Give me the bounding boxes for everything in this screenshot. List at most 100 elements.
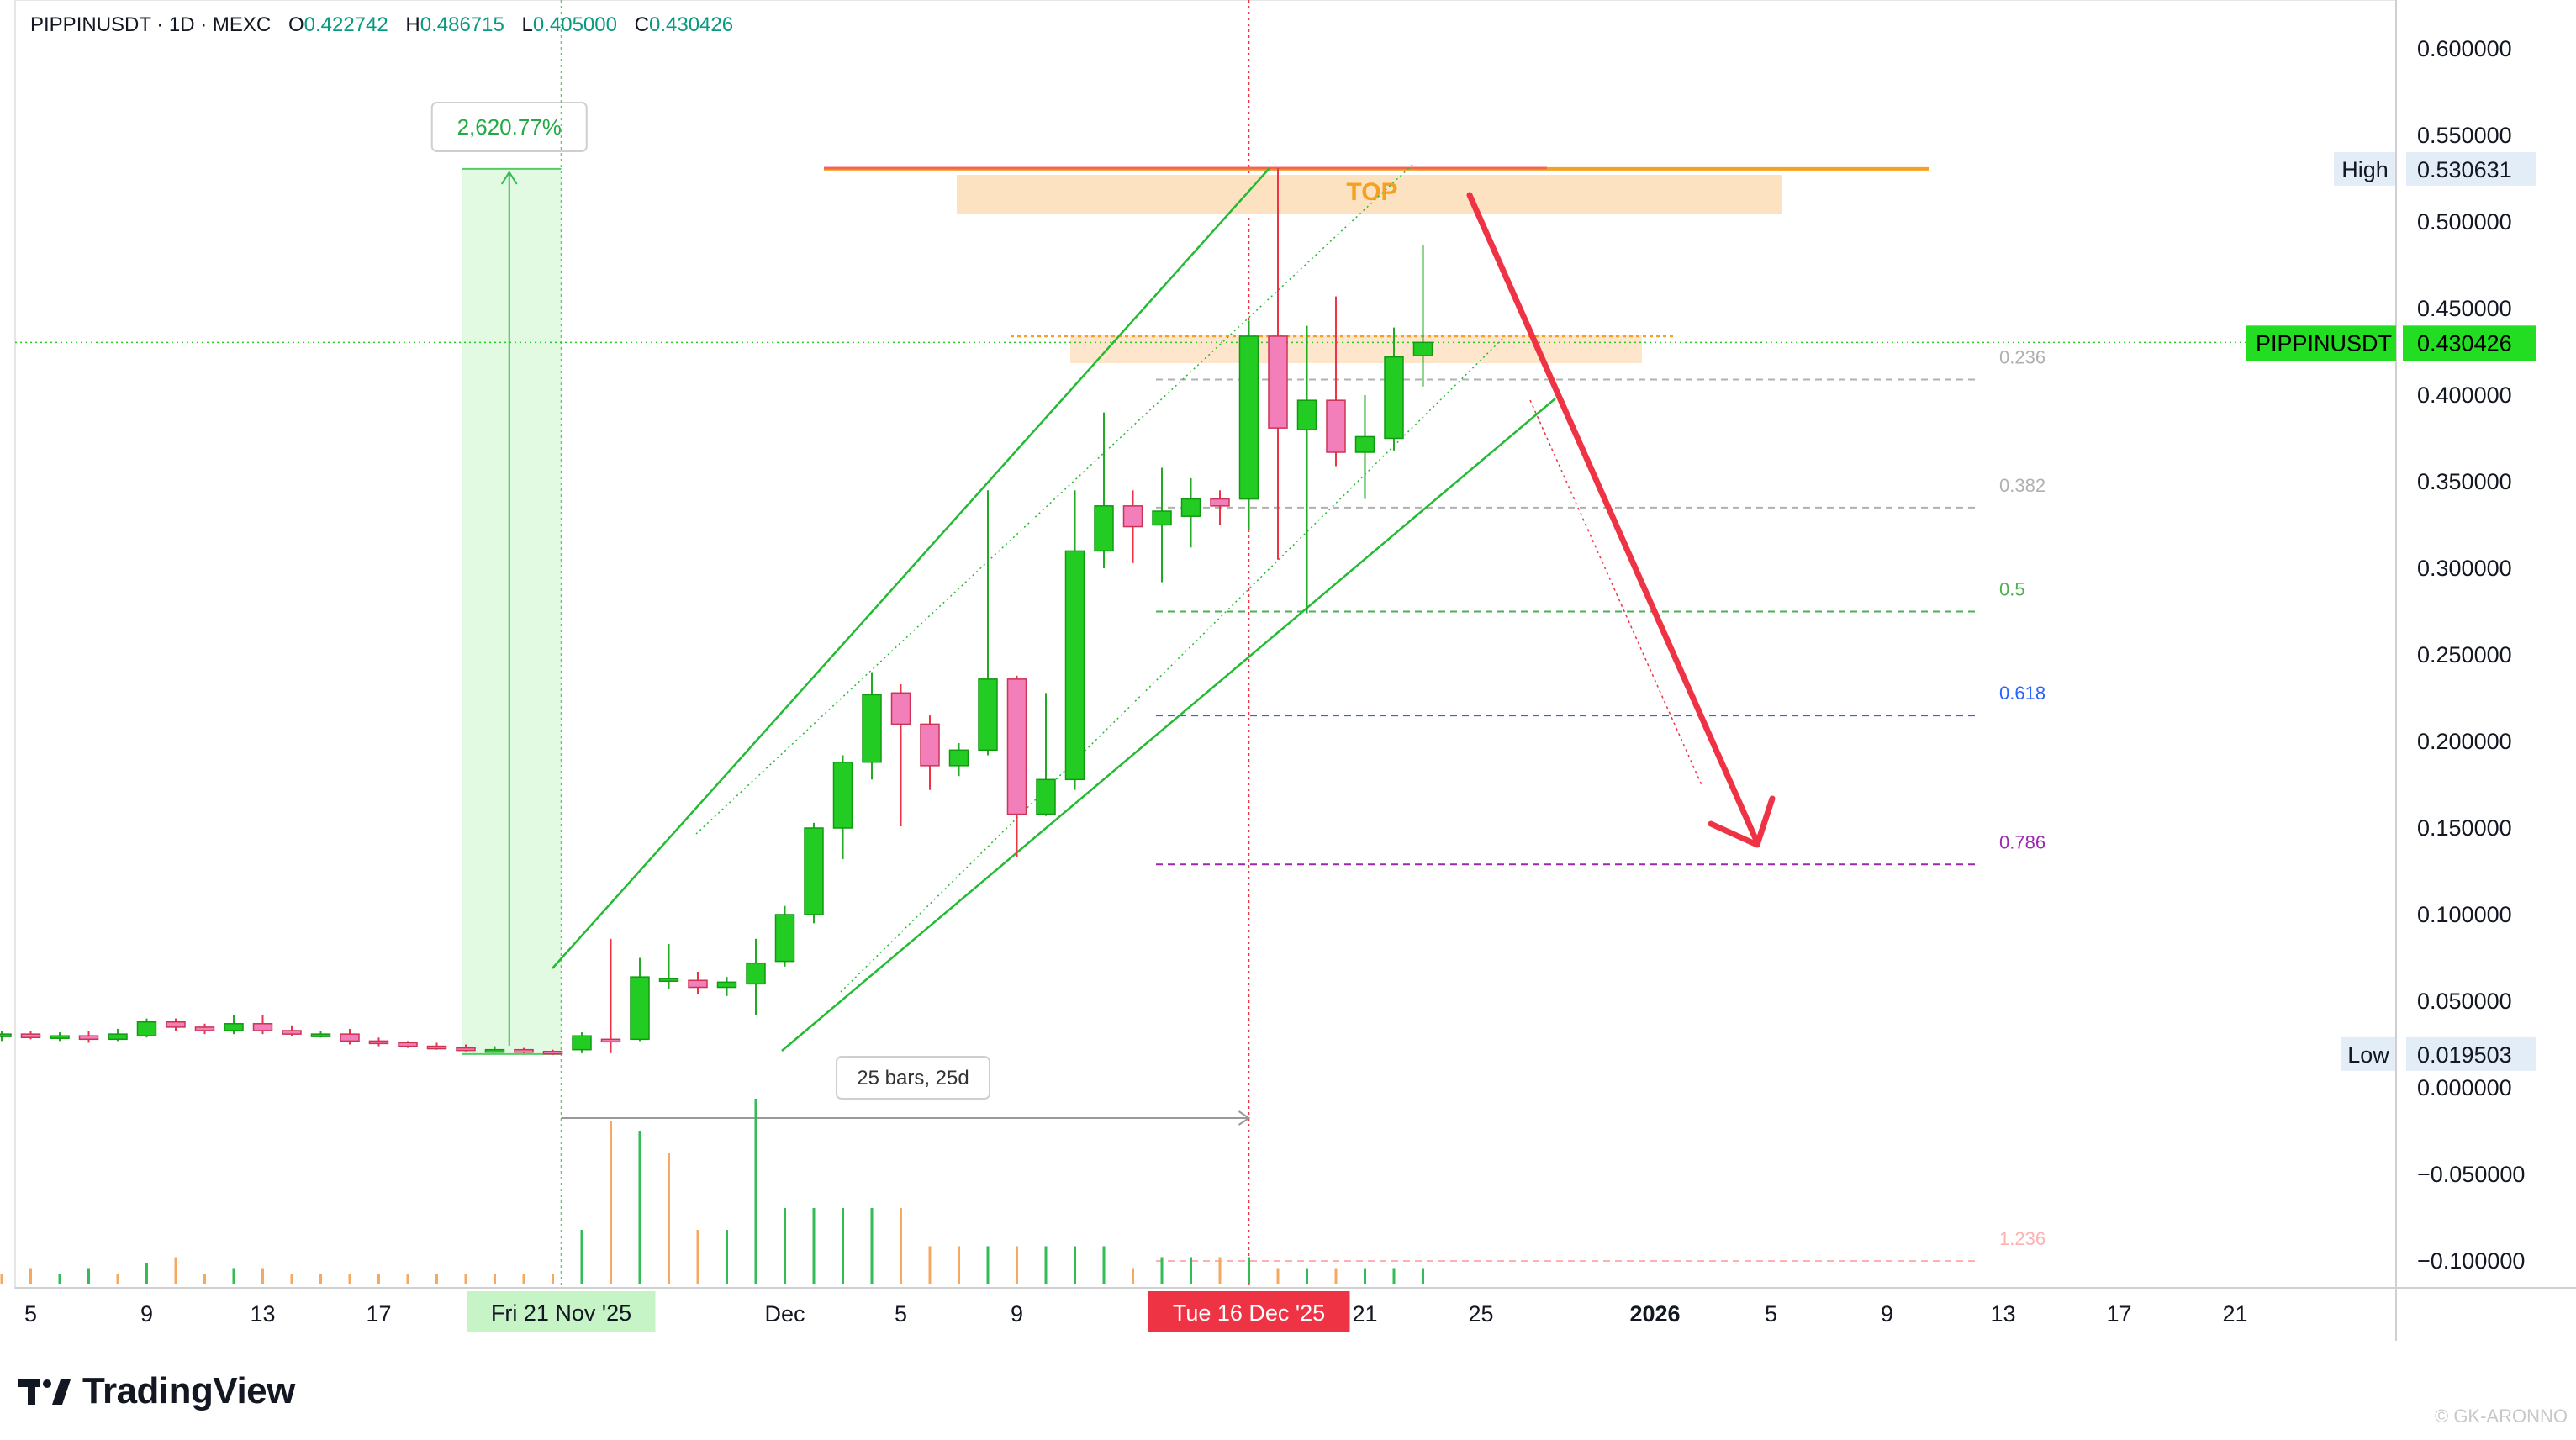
volume-bar	[958, 1246, 960, 1284]
bars-range-arrowhead	[1238, 1110, 1251, 1126]
start-date-tag-box	[467, 1291, 656, 1332]
candle-body[interactable]	[1122, 505, 1143, 528]
candle-body[interactable]	[50, 1035, 70, 1039]
close-value: 0.430426	[649, 13, 734, 36]
candle-body[interactable]	[746, 962, 766, 985]
volume-bar	[726, 1230, 728, 1284]
candle-body[interactable]	[136, 1021, 157, 1036]
candle-body[interactable]	[658, 978, 679, 982]
fib-level-label: 0.786	[1999, 831, 2045, 852]
candle-body[interactable]	[224, 1023, 244, 1031]
candle-body[interactable]	[832, 761, 853, 829]
current-price-zone	[1070, 335, 1642, 363]
measure-percent: 2,620.77%	[457, 114, 562, 140]
candle-body[interactable]	[774, 914, 795, 963]
candle-body[interactable]	[1094, 505, 1114, 552]
volume-bar	[377, 1274, 380, 1284]
volume-bar	[1044, 1246, 1048, 1284]
plot-area[interactable]	[14, 0, 2397, 1289]
candle-body[interactable]	[948, 749, 969, 767]
candle-body[interactable]	[1006, 678, 1027, 815]
volume-bar	[464, 1274, 467, 1284]
bars-range-label: 25 bars, 25d	[857, 1067, 969, 1089]
open-label: O	[288, 13, 304, 36]
channel-mid-upper	[695, 164, 1413, 835]
candle-body[interactable]	[1326, 399, 1346, 453]
candle-body[interactable]	[194, 1026, 215, 1031]
candle-body[interactable]	[1152, 510, 1172, 526]
candle-body[interactable]	[1384, 356, 1404, 440]
candle-body[interactable]	[688, 979, 708, 989]
tradingview-logo[interactable]: TradingView	[18, 1370, 295, 1412]
candle-body[interactable]	[484, 1048, 505, 1053]
symbol-line[interactable]: PIPPINUSDT · 1D · MEXC	[30, 13, 272, 36]
candle-body[interactable]	[1296, 399, 1317, 430]
top-resistance-zone	[957, 175, 1782, 214]
candle-body[interactable]	[456, 1047, 476, 1052]
candle-body[interactable]	[890, 692, 911, 725]
low-tag-value-box	[2406, 1036, 2536, 1071]
symbol-header: PIPPINUSDT · 1D · MEXC O0.422742 H0.4867…	[30, 13, 733, 37]
price-axis-tick: 0.150000	[2417, 815, 2512, 841]
symbol-price-tag-box	[2246, 325, 2396, 361]
fib-level-label: 0.236	[1999, 346, 2045, 367]
high-value: 0.486715	[420, 13, 504, 36]
candle-body[interactable]	[862, 694, 882, 763]
candle-body[interactable]	[542, 1050, 563, 1055]
candle-body[interactable]	[166, 1021, 186, 1028]
candle-body[interactable]	[20, 1033, 41, 1039]
bars-range-label-box	[836, 1056, 990, 1100]
candle-body[interactable]	[514, 1048, 534, 1053]
time-axis-tick: 9	[1881, 1301, 1893, 1327]
candle-body[interactable]	[282, 1030, 302, 1035]
candle-body[interactable]	[1412, 341, 1433, 356]
volume-bar	[203, 1274, 206, 1284]
candle-body[interactable]	[1210, 498, 1230, 507]
author-watermark: © GK-ARONNO	[2435, 1406, 2568, 1427]
candle-body[interactable]	[920, 723, 940, 767]
candle-body[interactable]	[1036, 778, 1056, 815]
candle-body[interactable]	[1180, 498, 1201, 517]
volume-bar	[0, 1274, 3, 1284]
volume-bar	[870, 1208, 874, 1284]
volume-bar	[116, 1274, 119, 1284]
price-axis-tick: −0.050000	[2417, 1162, 2525, 1187]
candle-body[interactable]	[252, 1023, 273, 1031]
candle-body[interactable]	[1268, 335, 1288, 429]
price-axis-tick: 0.400000	[2417, 382, 2512, 408]
low-tag-value: 0.019503	[2417, 1042, 2512, 1068]
candle-body[interactable]	[572, 1035, 592, 1051]
candle-body[interactable]	[1354, 435, 1375, 453]
volume-bar	[580, 1230, 583, 1284]
volume-bar	[928, 1246, 932, 1284]
volume-bar	[406, 1274, 409, 1284]
candle-body[interactable]	[1238, 335, 1259, 500]
candle-body[interactable]	[108, 1033, 128, 1041]
candle-body[interactable]	[426, 1045, 447, 1050]
candle-body[interactable]	[600, 1038, 621, 1043]
low-label: L	[521, 13, 533, 36]
candle-body[interactable]	[78, 1035, 99, 1041]
candle-body[interactable]	[716, 981, 737, 989]
candle-body[interactable]	[340, 1033, 360, 1042]
volume-bar	[1392, 1268, 1396, 1284]
candle-body[interactable]	[630, 976, 650, 1041]
candle-body[interactable]	[310, 1033, 331, 1037]
volume-bar	[290, 1274, 293, 1284]
candle-body[interactable]	[0, 1033, 12, 1037]
price-axis-tick: 0.600000	[2417, 36, 2512, 61]
candle-body[interactable]	[368, 1040, 389, 1045]
candle-body[interactable]	[1064, 550, 1085, 781]
top-date-tag-box	[1148, 1291, 1350, 1332]
candle-body[interactable]	[804, 827, 824, 915]
candle-body[interactable]	[978, 678, 998, 752]
volume-bar	[638, 1131, 641, 1284]
volume-bar	[1190, 1257, 1192, 1284]
top-date-tag: Tue 16 Dec '25	[1173, 1300, 1325, 1326]
candle-body[interactable]	[398, 1042, 418, 1047]
time-axis-tick: 13	[1990, 1301, 2015, 1327]
volume-bar	[754, 1099, 757, 1284]
tradingview-icon	[18, 1379, 71, 1405]
fib-level-label: 0.5	[1999, 579, 2025, 600]
